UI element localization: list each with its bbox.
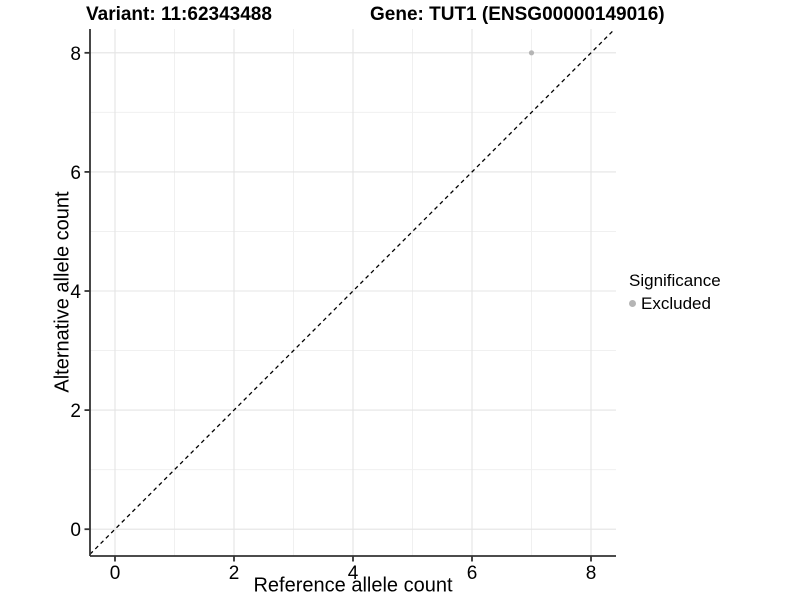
x-axis-title: Reference allele count	[253, 574, 453, 597]
y-tick-label: 0	[70, 520, 81, 541]
y-tick-label: 6	[70, 163, 81, 184]
x-tick-label: 8	[586, 563, 597, 584]
x-tick-label: 0	[110, 563, 121, 584]
plot-title-gene: Gene: TUT1 (ENSG00000149016)	[370, 4, 665, 25]
plot-title-variant: Variant: 11:62343488	[86, 4, 272, 25]
y-axis-title: Alternative allele count	[51, 191, 74, 393]
legend: Significance Excluded	[629, 270, 721, 314]
data-point	[528, 50, 535, 56]
identity-reference-line	[89, 28, 616, 555]
legend-items: Excluded	[629, 293, 721, 314]
legend-item: Excluded	[629, 293, 721, 314]
y-tick-label: 8	[70, 44, 81, 65]
x-tick-label: 2	[229, 563, 240, 584]
x-tick-label: 6	[467, 563, 478, 584]
legend-key-dot-icon	[629, 300, 636, 307]
y-tick-label: 2	[70, 401, 81, 422]
legend-title: Significance	[629, 271, 721, 290]
legend-item-label: Excluded	[641, 294, 711, 313]
y-tick-label: 4	[70, 282, 81, 303]
x-tick-label: 4	[348, 563, 359, 584]
